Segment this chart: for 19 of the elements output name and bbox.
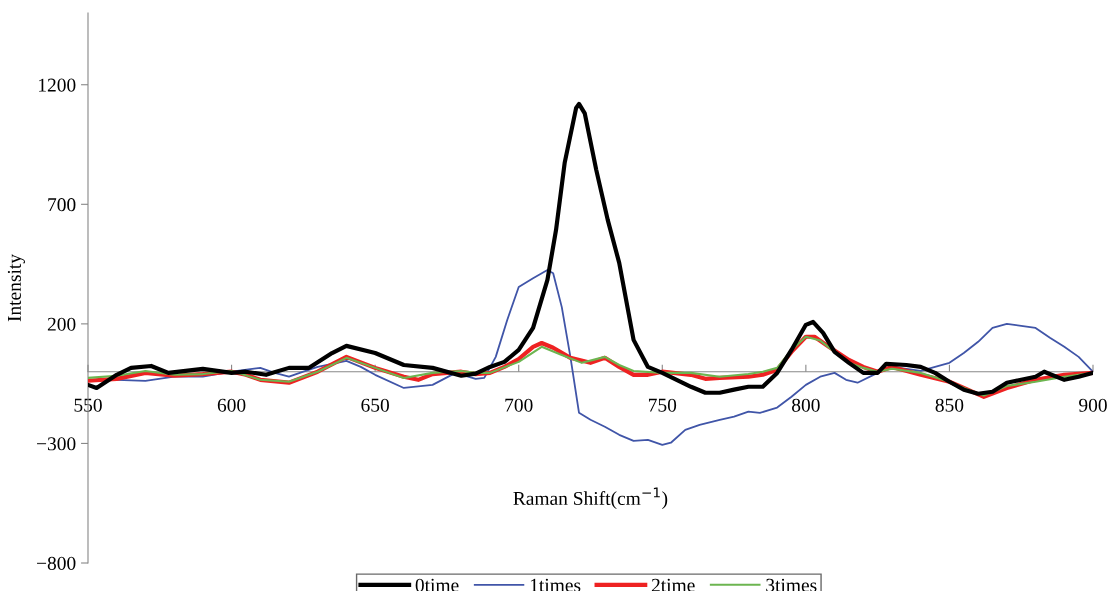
legend-label: 2time: [651, 578, 695, 591]
y-tick-label: 1200: [39, 78, 76, 92]
y-tick-label: −800: [37, 556, 76, 570]
x-tick-label: 800: [792, 398, 820, 412]
legend-label: 0time: [415, 578, 459, 591]
x-tick-label: 550: [74, 398, 102, 412]
legend-label: 1times: [530, 578, 581, 591]
y-axis-title: Intensity: [7, 254, 25, 322]
legend-label: 3times: [766, 578, 817, 591]
y-tick-label: 700: [48, 198, 76, 212]
x-tick-label: 750: [648, 398, 677, 412]
x-tick-label: 700: [505, 398, 533, 412]
x-tick-label: 850: [935, 398, 964, 412]
x-tick-label: 650: [361, 398, 389, 412]
y-tick-label: 200: [47, 317, 76, 331]
x-axis-title: Raman Shift(cm$^{−1}$): [513, 487, 668, 509]
x-tick-label: 600: [217, 398, 246, 412]
y-tick-label: −300: [37, 437, 76, 451]
x-tick-label: 900: [1079, 398, 1107, 412]
